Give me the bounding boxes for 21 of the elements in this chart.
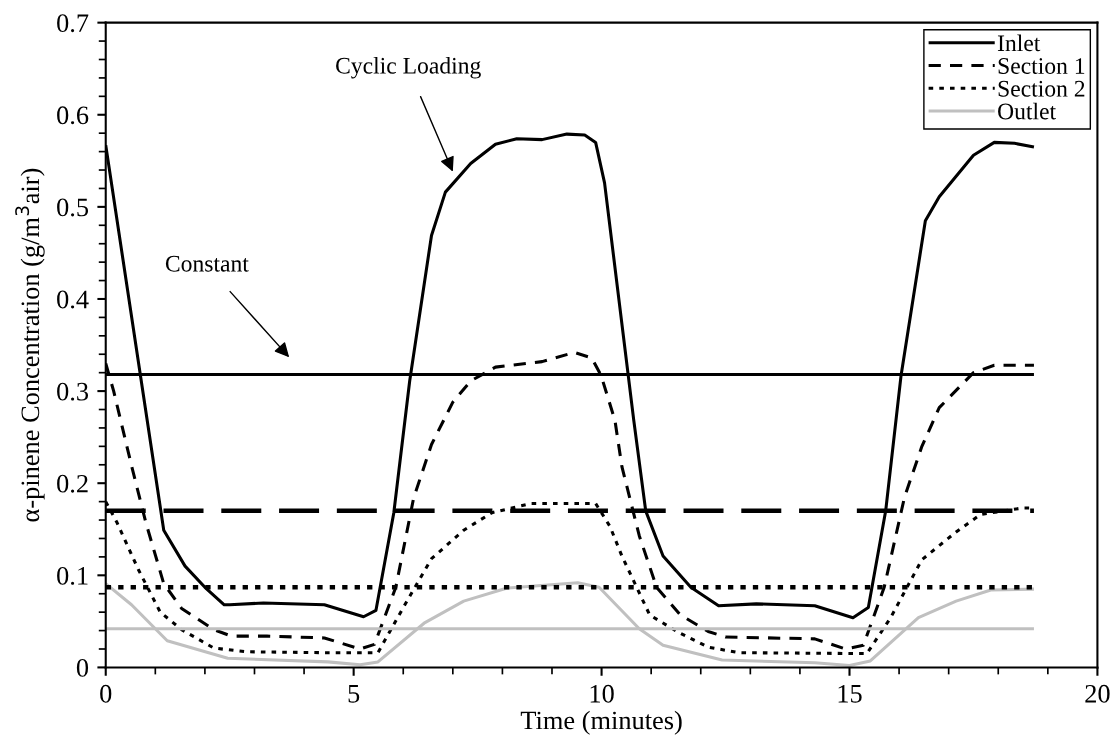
y-tick-label: 0.4	[57, 290, 89, 309]
y-tick-label: 0.3	[57, 382, 89, 401]
annotation: Constant	[165, 255, 249, 272]
y-tick-label: 0.1	[57, 566, 88, 585]
y-tick-label: 0.2	[57, 474, 88, 493]
y-tick-label: 0.7	[57, 14, 89, 33]
x-tick-label: 0	[100, 684, 112, 703]
x-tick-label: 10	[590, 684, 614, 703]
legend-label: Section 2	[998, 80, 1085, 97]
y-tick-label: 0.5	[57, 198, 89, 217]
x-axis-title: Time (minutes)	[520, 710, 682, 735]
x-tick-label: 15	[838, 684, 862, 703]
x-tick-label: 20	[1085, 684, 1110, 703]
legend-label: Outlet	[998, 102, 1056, 120]
y-tick-label: 0.6	[57, 106, 89, 125]
legend-label: Inlet	[997, 34, 1041, 52]
x-tick-label: 5	[348, 685, 360, 703]
y-axis-title: α-pinene Concentration (g/m$^{3}$air)	[15, 168, 45, 522]
legend-label: Section 1	[998, 58, 1085, 74]
annotation: Cyclic Loading	[336, 57, 481, 79]
y-tick-label: 0	[76, 659, 89, 677]
